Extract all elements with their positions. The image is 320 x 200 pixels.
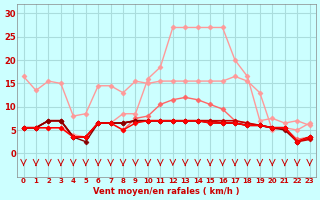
X-axis label: Vent moyen/en rafales ( km/h ): Vent moyen/en rafales ( km/h ) <box>93 187 240 196</box>
